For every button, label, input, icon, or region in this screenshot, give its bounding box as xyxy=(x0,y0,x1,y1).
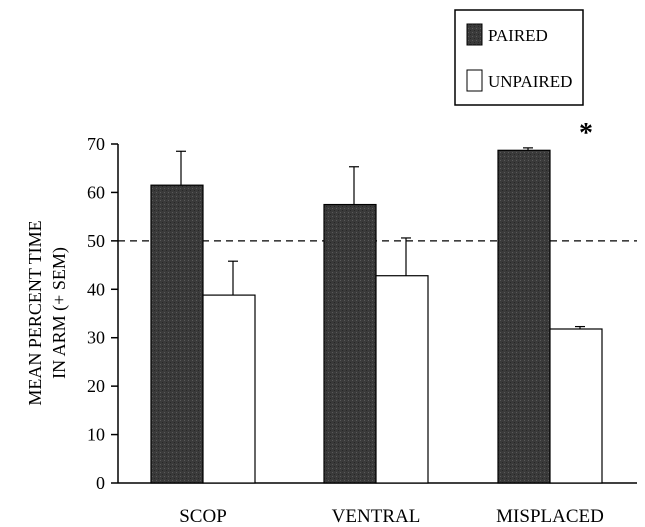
bar-unpaired-scop xyxy=(202,294,256,484)
x-category-label: VENTRAL xyxy=(332,506,421,527)
bar-paired-scop xyxy=(150,184,204,484)
y-tick-label: 60 xyxy=(87,182,105,202)
x-category-label: MISPLACED xyxy=(496,506,604,527)
y-tick-label: 0 xyxy=(96,473,105,493)
bar-paired-ventral xyxy=(323,203,377,484)
y-axis-label: MEAN PERCENT TIME IN ARM (+ SEM) xyxy=(25,220,70,405)
legend-label-unpaired: UNPAIRED xyxy=(488,72,572,91)
legend-swatch-unpaired xyxy=(466,69,483,92)
x-category-label: SCOP xyxy=(179,506,227,527)
legend: PAIRED UNPAIRED xyxy=(454,9,584,106)
plot-area: 0 10 20 30 40 50 60 70 SCOP VENTRAL MISPLACED * xyxy=(87,118,637,527)
y-tick-label: 30 xyxy=(87,328,105,348)
y-tick-label: 10 xyxy=(87,425,105,445)
bar-unpaired-misplaced xyxy=(549,328,603,484)
legend-swatch-paired xyxy=(466,23,483,46)
y-axis-label-line1: MEAN PERCENT TIME xyxy=(25,220,45,405)
legend-label-paired: PAIRED xyxy=(488,26,548,45)
y-tick-label: 20 xyxy=(87,376,105,396)
bar-paired-misplaced xyxy=(497,149,551,484)
y-axis-label-line2: IN ARM (+ SEM) xyxy=(49,247,70,379)
y-tick-label: 40 xyxy=(87,279,105,299)
y-tick-label: 70 xyxy=(87,134,105,154)
bar-unpaired-ventral xyxy=(375,275,429,484)
y-tick-label: 50 xyxy=(87,231,105,251)
significance-asterisk: * xyxy=(579,118,593,149)
